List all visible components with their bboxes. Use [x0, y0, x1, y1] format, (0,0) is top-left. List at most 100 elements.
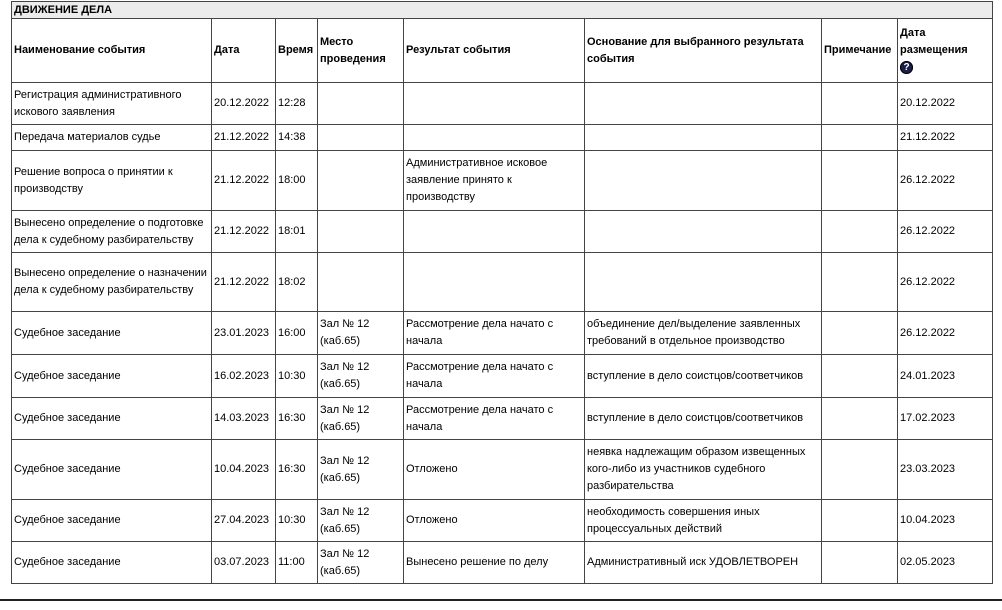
cell-note — [821, 397, 898, 440]
cell-time: 10:30 — [275, 499, 318, 542]
cell-posted: 20.12.2022 — [896, 82, 994, 125]
cell-time: 12:28 — [275, 82, 318, 125]
col-header-place: Место проведения — [317, 18, 404, 83]
cell-time: 16:00 — [275, 311, 318, 355]
table-row: Судебное заседание 16.02.2023 10:30 Зал № 1… — [11, 354, 994, 398]
cell-note — [821, 252, 898, 312]
col-header-date: Дата — [211, 18, 276, 83]
table-row: Судебное заседание 14.03.2023 16:30 Зал № 1… — [11, 397, 994, 440]
cell-event: Судебное заседание — [11, 311, 212, 355]
cell-posted: 26.12.2022 — [896, 311, 994, 355]
table-row: Судебное заседание 03.07.2023 11:00 Зал № 1… — [11, 541, 994, 584]
table-row: Передача материалов судье 21.12.2022 14:38… — [11, 124, 994, 151]
cell-basis: вступление в дело соистцов/соответчиков — [584, 397, 822, 440]
col-header-result: Результат события — [403, 18, 585, 83]
cell-result — [403, 82, 585, 125]
cell-date: 27.04.2023 — [211, 499, 276, 542]
col-header-posted-label: Дата размещения — [900, 27, 968, 56]
cell-note — [821, 311, 898, 355]
cell-result: Рассмотрение дела начато с начала — [403, 397, 585, 440]
cell-result — [403, 252, 585, 312]
cell-time: 10:30 — [275, 354, 318, 398]
cell-event: Судебное заседание — [11, 499, 212, 542]
cell-time: 16:30 — [275, 439, 318, 500]
cell-note — [821, 439, 898, 500]
cell-posted: 02.05.2023 — [896, 541, 994, 584]
cell-time: 16:30 — [275, 397, 318, 440]
section-title: ДВИЖЕНИЕ ДЕЛА — [10, 1, 994, 19]
cell-time: 14:38 — [275, 124, 318, 151]
table-row: Решение вопроса о принятии к производств… — [11, 150, 994, 211]
divider — [0, 599, 1002, 601]
cell-note — [821, 82, 898, 125]
cell-place: Зал № 12 (каб.65) — [317, 439, 404, 500]
table-row: Судебное заседание 10.04.2023 16:30 Зал № 1… — [11, 439, 994, 500]
cell-event: Вынесено определение о подготовке дела к… — [11, 210, 212, 253]
table-header-row: Наименование события Дата Время Место пр… — [11, 18, 994, 83]
col-header-event: Наименование события — [11, 18, 212, 83]
cell-posted: 10.04.2023 — [896, 499, 994, 542]
cell-event: Передача материалов судье — [11, 124, 212, 151]
table-row: Судебное заседание 27.04.2023 10:30 Зал № 1… — [11, 499, 994, 542]
cell-posted: 26.12.2022 — [896, 150, 994, 211]
cell-date: 03.07.2023 — [211, 541, 276, 584]
cell-basis — [584, 124, 822, 151]
cell-event: Судебное заседание — [11, 397, 212, 440]
cell-time: 11:00 — [275, 541, 318, 584]
question-circle-icon[interactable]: ? — [900, 61, 913, 74]
cell-event: Судебное заседание — [11, 541, 212, 584]
col-header-posted: Дата размещения? — [896, 18, 994, 83]
col-header-note: Примечание — [821, 18, 898, 83]
cell-date: 14.03.2023 — [211, 397, 276, 440]
cell-basis: неявка надлежащим образом извещенных ког… — [584, 439, 822, 500]
table-row: Судебное заседание 23.01.2023 16:00 Зал № 1… — [11, 311, 994, 355]
cell-event: Решение вопроса о принятии к производств… — [11, 150, 212, 211]
cell-place — [317, 150, 404, 211]
cell-result: Вынесено решение по делу — [403, 541, 585, 584]
cell-date: 21.12.2022 — [211, 124, 276, 151]
cell-result: Отложено — [403, 499, 585, 542]
cell-result — [403, 124, 585, 151]
cell-place — [317, 252, 404, 312]
table-row: Вынесено определение о назначении дела к… — [11, 252, 994, 312]
cell-note — [821, 210, 898, 253]
cell-time: 18:00 — [275, 150, 318, 211]
cell-date: 10.04.2023 — [211, 439, 276, 500]
cell-place: Зал № 12 (каб.65) — [317, 397, 404, 440]
cell-basis: объединение дел/выделение заявленных тре… — [584, 311, 822, 355]
cell-posted: 21.12.2022 — [896, 124, 994, 151]
cell-note — [821, 499, 898, 542]
col-header-basis: Основание для выбранного результата собы… — [584, 18, 822, 83]
cell-result: Отложено — [403, 439, 585, 500]
cell-result — [403, 210, 585, 253]
cell-event: Регистрация административного искового з… — [11, 82, 212, 125]
cell-date: 21.12.2022 — [211, 150, 276, 211]
cell-place: Зал № 12 (каб.65) — [317, 354, 404, 398]
cell-posted: 26.12.2022 — [896, 210, 994, 253]
cell-place — [317, 124, 404, 151]
cell-basis — [584, 82, 822, 125]
cell-basis — [584, 252, 822, 312]
table-row: Регистрация административного искового з… — [11, 82, 994, 125]
cell-date: 23.01.2023 — [211, 311, 276, 355]
cell-basis — [584, 210, 822, 253]
cell-note — [821, 150, 898, 211]
cell-date: 21.12.2022 — [211, 210, 276, 253]
cell-posted: 17.02.2023 — [896, 397, 994, 440]
cell-time: 18:02 — [275, 252, 318, 312]
cell-note — [821, 354, 898, 398]
cell-time: 18:01 — [275, 210, 318, 253]
cell-date: 21.12.2022 — [211, 252, 276, 312]
cell-result: Административное исковое заявление приня… — [403, 150, 585, 211]
cell-posted: 24.01.2023 — [896, 354, 994, 398]
cell-place — [317, 210, 404, 253]
cell-event: Судебное заседание — [11, 354, 212, 398]
cell-basis: Административный иск УДОВЛЕТВОРЕН — [584, 541, 822, 584]
cell-note — [821, 124, 898, 151]
cell-result: Рассмотрение дела начато с начала — [403, 354, 585, 398]
cell-date: 20.12.2022 — [211, 82, 276, 125]
cell-place: Зал № 12 (каб.65) — [317, 499, 404, 542]
cell-date: 16.02.2023 — [211, 354, 276, 398]
case-movement-table: ДВИЖЕНИЕ ДЕЛА Наименование события Дата … — [10, 1, 994, 584]
cell-event: Вынесено определение о назначении дела к… — [11, 252, 212, 312]
